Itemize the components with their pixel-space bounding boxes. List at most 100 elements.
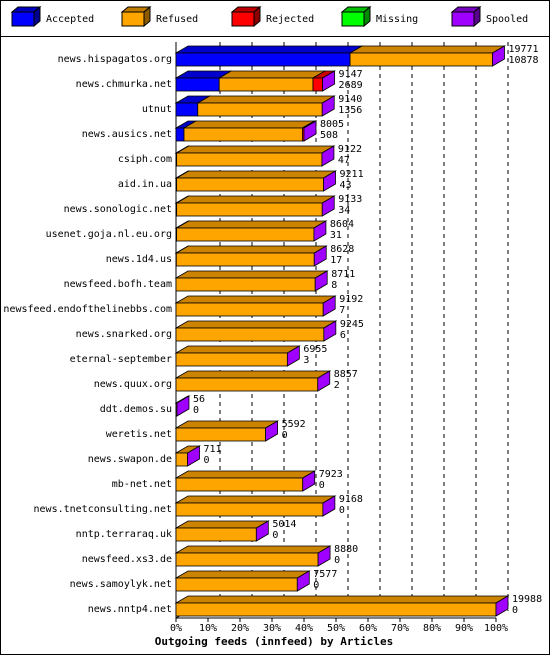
y-tick-label: newsfeed.bofh.team <box>64 279 172 290</box>
bar <box>176 103 198 116</box>
y-tick-label: news.sonologic.net <box>64 204 172 215</box>
legend-swatch <box>232 12 254 26</box>
bar <box>177 228 314 241</box>
x-tick-label: 40% <box>295 623 313 634</box>
bar-top <box>177 146 334 153</box>
y-tick-label: news.samoylyk.net <box>70 579 172 590</box>
accepted-label: 0 <box>334 555 340 566</box>
legend-swatch <box>12 12 34 26</box>
y-tick-label: usenet.goja.nl.eu.org <box>46 229 172 240</box>
y-tick-label: news.chmurka.net <box>76 79 172 90</box>
total-label: 5014 <box>272 519 296 530</box>
x-tick-label: 60% <box>359 623 377 634</box>
accepted-label: 0 <box>319 480 325 491</box>
bar <box>176 478 303 491</box>
accepted-label: 0 <box>512 605 518 616</box>
y-tick-label: aid.in.ua <box>118 179 172 190</box>
bar <box>176 353 287 366</box>
accepted-label: 17 <box>330 255 342 266</box>
bar-top <box>176 271 327 278</box>
total-label: 19988 <box>512 594 542 605</box>
bar-top <box>176 546 330 553</box>
bar-top <box>350 46 504 53</box>
total-label: 8857 <box>334 369 358 380</box>
x-tick-label: 50% <box>327 623 345 634</box>
bar-top <box>176 571 309 578</box>
total-label: 8711 <box>331 269 355 280</box>
x-tick-label: 70% <box>391 623 409 634</box>
accepted-label: 47 <box>338 155 350 166</box>
bar-top <box>198 96 334 103</box>
total-label: 6955 <box>303 344 327 355</box>
bar <box>177 153 322 166</box>
accepted-label: 2689 <box>339 80 363 91</box>
accepted-label: 0 <box>282 430 288 441</box>
bar <box>184 128 302 141</box>
total-label: 9245 <box>340 319 364 330</box>
total-label: 9192 <box>339 294 363 305</box>
total-label: 9168 <box>339 494 363 505</box>
bar <box>176 503 323 516</box>
total-label: 7577 <box>313 569 337 580</box>
bar <box>219 78 313 91</box>
y-tick-label: mb-net.net <box>112 479 172 490</box>
bar-top <box>177 221 326 228</box>
accepted-label: 43 <box>340 180 352 191</box>
accepted-label: 3 <box>303 355 309 366</box>
total-label: 8005 <box>320 119 344 130</box>
total-label: 56 <box>193 394 205 405</box>
accepted-label: 2 <box>334 380 340 391</box>
bar <box>350 53 492 66</box>
accepted-label: 8 <box>331 280 337 291</box>
total-label: 5592 <box>282 419 306 430</box>
bar <box>176 128 184 141</box>
bar <box>176 303 323 316</box>
y-tick-label: newsfeed.xs3.de <box>82 554 172 565</box>
bar <box>176 428 266 441</box>
x-tick-label: 80% <box>423 623 441 634</box>
total-label: 711 <box>204 444 222 455</box>
bar <box>176 278 315 291</box>
accepted-label: 508 <box>320 130 338 141</box>
legend-label: Refused <box>156 14 198 25</box>
bar <box>176 53 350 66</box>
accepted-label: 7 <box>339 305 345 316</box>
legend-label: Missing <box>376 14 418 25</box>
bar <box>176 578 297 591</box>
bar-top <box>176 346 299 353</box>
x-tick-label: 90% <box>455 623 473 634</box>
bar <box>176 78 219 91</box>
legend-swatch <box>122 12 144 26</box>
total-label: 8880 <box>334 544 358 555</box>
x-tick-label: 30% <box>263 623 281 634</box>
bar <box>176 378 318 391</box>
total-label: 9140 <box>338 94 362 105</box>
bar <box>176 603 496 616</box>
y-tick-label: utnut <box>142 104 172 115</box>
bar <box>176 253 314 266</box>
bar-top <box>176 521 268 528</box>
bar-top <box>177 196 335 203</box>
x-tick-label: 100% <box>484 623 508 634</box>
chart-title: Outgoing feeds (innfeed) by Articles <box>155 635 393 648</box>
y-tick-label: news.snarked.org <box>76 329 172 340</box>
total-label: 9122 <box>338 144 362 155</box>
x-tick-label: 10% <box>199 623 217 634</box>
bar <box>177 203 323 216</box>
accepted-label: 10878 <box>508 55 538 66</box>
accepted-label: 1356 <box>338 105 362 116</box>
bar-top <box>176 321 336 328</box>
accepted-label: 0 <box>339 505 345 516</box>
y-tick-label: weretis.net <box>106 429 172 440</box>
y-tick-label: news.1d4.us <box>106 254 172 265</box>
y-tick-label: news.hispagatos.org <box>58 54 172 65</box>
accepted-label: 0 <box>204 455 210 466</box>
y-tick-label: ddt.demos.su <box>100 404 172 415</box>
bar-top <box>176 596 508 603</box>
y-tick-label: csiph.com <box>118 154 172 165</box>
legend-label: Accepted <box>46 14 94 25</box>
bar <box>176 453 188 466</box>
total-label: 8604 <box>330 219 354 230</box>
bar-top <box>176 46 362 53</box>
accepted-label: 31 <box>330 230 342 241</box>
